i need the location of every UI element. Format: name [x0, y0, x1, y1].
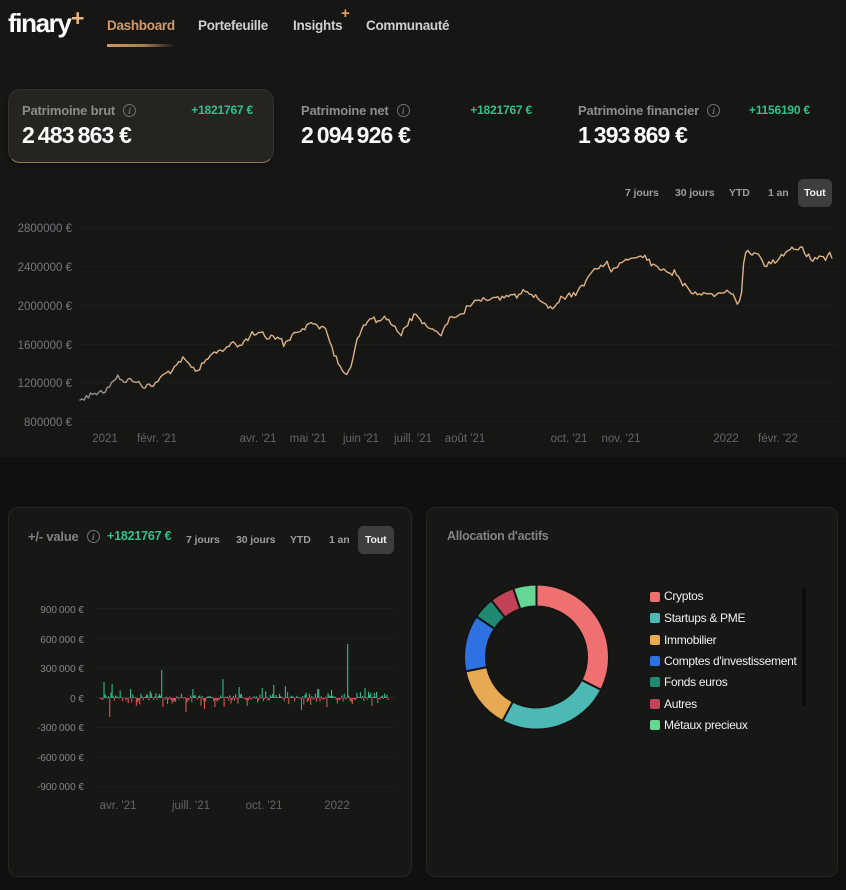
- svg-text:juill. '21: juill. '21: [171, 800, 210, 812]
- svg-text:oct. '21: oct. '21: [246, 800, 283, 812]
- svg-text:oct. '21: oct. '21: [551, 433, 588, 445]
- svg-text:2000000 €: 2000000 €: [18, 301, 73, 313]
- svg-text:-600 000 €: -600 000 €: [37, 753, 84, 764]
- svg-text:juill. '21: juill. '21: [393, 433, 432, 445]
- svg-text:2400000 €: 2400000 €: [18, 262, 73, 274]
- svg-text:2022: 2022: [713, 433, 739, 445]
- svg-text:-300 000 €: -300 000 €: [37, 723, 84, 734]
- svg-text:avr. '21: avr. '21: [240, 433, 277, 445]
- svg-text:août '21: août '21: [445, 433, 486, 445]
- svg-text:-900 000 €: -900 000 €: [37, 782, 84, 793]
- svg-text:2021: 2021: [92, 433, 118, 445]
- svg-text:févr. '22: févr. '22: [758, 433, 798, 445]
- svg-text:févr. '21: févr. '21: [137, 433, 177, 445]
- svg-text:600 000 €: 600 000 €: [40, 635, 84, 646]
- svg-text:nov. '21: nov. '21: [601, 433, 640, 445]
- svg-text:avr. '21: avr. '21: [100, 800, 137, 812]
- svg-text:1600000 €: 1600000 €: [18, 340, 73, 352]
- svg-text:800000 €: 800000 €: [24, 417, 73, 429]
- svg-text:1200000 €: 1200000 €: [18, 378, 73, 390]
- svg-text:0 €: 0 €: [70, 694, 84, 705]
- svg-text:300 000 €: 300 000 €: [40, 664, 84, 675]
- svg-text:2800000 €: 2800000 €: [18, 223, 73, 235]
- svg-text:900 000 €: 900 000 €: [40, 605, 84, 616]
- svg-text:juin '21: juin '21: [342, 433, 379, 445]
- svg-text:2022: 2022: [324, 800, 350, 812]
- svg-text:mai '21: mai '21: [290, 433, 327, 445]
